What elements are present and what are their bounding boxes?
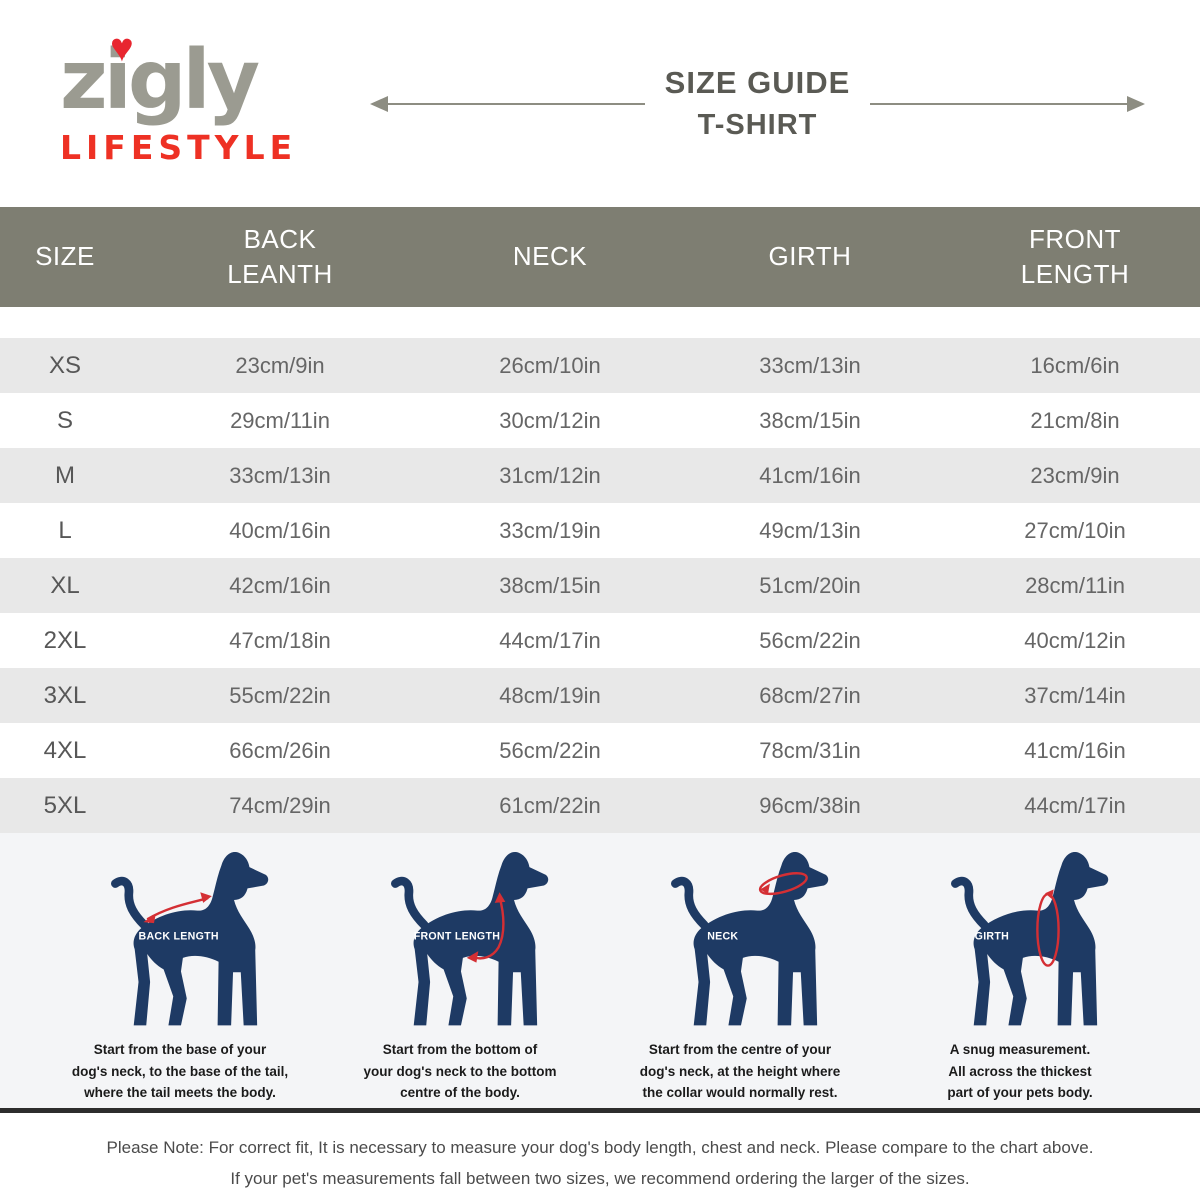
- neck-value: 44cm/17in: [499, 627, 601, 653]
- dog-silhouette-front-length: FRONT LENGTH: [391, 851, 549, 1026]
- guide-caption-back-length: Start from the base of your dog's neck, …: [71, 1042, 289, 1101]
- header: zigly ♥ LIFESTYLE SIZE GUIDE T-SHIRT: [0, 0, 1200, 207]
- size-label: 2XL: [43, 626, 87, 654]
- table-row-l: L 40cm/16in 33cm/19in 49cm/13in 27cm/10i…: [0, 503, 1200, 558]
- measurement-guides-section: BACK LENGTH Start from the base of your …: [0, 833, 1200, 1108]
- back-length-value: 23cm/9in: [235, 352, 325, 378]
- girth-value: 38cm/15in: [759, 407, 861, 433]
- dog-label-neck: NECK: [707, 931, 738, 943]
- table-row-3xl: 3XL 55cm/22in 48cm/19in 68cm/27in 37cm/1…: [0, 668, 1200, 723]
- dog-label-girth: GIRTH: [975, 931, 1009, 943]
- size-label: 5XL: [43, 791, 87, 819]
- brand-logo: zigly ♥ LIFESTYLE: [60, 28, 340, 167]
- front-length-value: 37cm/14in: [1024, 682, 1126, 708]
- heart-icon: ♥: [110, 26, 134, 70]
- size-label: M: [55, 461, 75, 489]
- back-length-value: 55cm/22in: [229, 682, 331, 708]
- front-length-value: 21cm/8in: [1030, 407, 1120, 433]
- dog-silhouette-neck: NECK: [671, 851, 829, 1026]
- column-header-girth: GIRTH: [768, 241, 852, 272]
- neck-value: 61cm/22in: [499, 792, 601, 818]
- girth-value: 68cm/27in: [759, 682, 861, 708]
- title-zone: SIZE GUIDE T-SHIRT: [370, 65, 1146, 142]
- guide-caption-neck: Start from the centre of your dog's neck…: [639, 1042, 841, 1101]
- girth-value: 49cm/13in: [759, 517, 861, 543]
- dog-silhouette-girth: GIRTH: [951, 851, 1109, 1026]
- table-row-5xl: 5XL 74cm/29in 61cm/22in 96cm/38in 44cm/1…: [0, 778, 1200, 833]
- back-length-value: 74cm/29in: [229, 792, 331, 818]
- dog-label-front-length: FRONT LENGTH: [414, 931, 500, 943]
- table-row-m: M 33cm/13in 31cm/12in 41cm/16in 23cm/9in: [0, 448, 1200, 503]
- back-length-value: 66cm/26in: [229, 737, 331, 763]
- size-label: 3XL: [43, 681, 87, 709]
- footer-note: Please Note: For correct fit, It is nece…: [0, 1113, 1200, 1200]
- girth-value: 51cm/20in: [759, 572, 861, 598]
- front-length-value: 28cm/11in: [1025, 572, 1125, 598]
- guide-neck: NECK Start from the centre of your dog's…: [605, 845, 875, 1108]
- footer-note-line1: Please Note: For correct fit, It is nece…: [106, 1138, 1094, 1157]
- neck-value: 33cm/19in: [499, 517, 601, 543]
- column-header-size: SIZE: [35, 241, 95, 272]
- guide-front-length: FRONT LENGTH Start from the bottom of yo…: [325, 845, 595, 1108]
- size-label: 4XL: [43, 736, 87, 764]
- brand-logo-subtext: LIFESTYLE: [60, 128, 298, 167]
- dog-label-back-length: BACK LENGTH: [139, 931, 219, 943]
- guide-back-length: BACK LENGTH Start from the base of your …: [45, 845, 315, 1108]
- size-label: L: [58, 516, 72, 544]
- table-header-gap: [0, 307, 1200, 338]
- size-label: XL: [50, 571, 80, 599]
- front-length-value: 23cm/9in: [1030, 462, 1120, 488]
- back-length-value: 47cm/18in: [229, 627, 331, 653]
- page-title-line2: T-SHIRT: [697, 109, 818, 141]
- neck-value: 31cm/12in: [499, 462, 601, 488]
- front-length-value: 41cm/16in: [1024, 737, 1126, 763]
- neck-value: 38cm/15in: [499, 572, 601, 598]
- footer-separator: [0, 1108, 1200, 1113]
- table-row-xl: XL 42cm/16in 38cm/15in 51cm/20in 28cm/11…: [0, 558, 1200, 613]
- girth-value: 33cm/13in: [759, 352, 861, 378]
- page-title-line1: SIZE GUIDE: [664, 65, 851, 100]
- front-length-value: 16cm/6in: [1030, 352, 1120, 378]
- front-length-measure-arrow: [471, 896, 505, 960]
- size-label: XS: [48, 351, 81, 379]
- neck-value: 56cm/22in: [499, 737, 601, 763]
- girth-value: 41cm/16in: [759, 462, 861, 488]
- column-header-neck: NECK: [512, 241, 588, 272]
- arrow-line-right: [870, 102, 1128, 105]
- front-length-value: 44cm/17in: [1024, 792, 1126, 818]
- back-length-value: 29cm/11in: [230, 407, 330, 433]
- neck-value: 48cm/19in: [499, 682, 601, 708]
- arrow-left-icon: [370, 95, 388, 112]
- front-length-value: 27cm/10in: [1024, 517, 1126, 543]
- guide-girth: GIRTH A snug measurement. All across the…: [885, 845, 1155, 1108]
- dog-silhouette-back-length: BACK LENGTH: [111, 851, 269, 1026]
- brand-logo-text: zigly: [60, 33, 260, 128]
- neck-value: 30cm/12in: [499, 407, 601, 433]
- guide-caption-girth: A snug measurement. All across the thick…: [947, 1042, 1093, 1101]
- table-row-2xl: 2XL 47cm/18in 44cm/17in 56cm/22in 40cm/1…: [0, 613, 1200, 668]
- column-header-front-length: FRONT LENGTH: [1020, 223, 1130, 289]
- neck-value: 26cm/10in: [499, 352, 601, 378]
- back-length-value: 42cm/16in: [229, 572, 331, 598]
- size-label: S: [56, 406, 73, 434]
- table-row-s: S 29cm/11in 30cm/12in 38cm/15in 21cm/8in: [0, 393, 1200, 448]
- girth-value: 96cm/38in: [759, 792, 861, 818]
- table-header-row: SIZE BACK LEANTH NECK GIRTH FRONT LENGTH: [0, 207, 1200, 307]
- arrow-right-icon: [1127, 95, 1146, 112]
- table-row-4xl: 4XL 66cm/26in 56cm/22in 78cm/31in 41cm/1…: [0, 723, 1200, 778]
- girth-value: 56cm/22in: [759, 627, 861, 653]
- footer-note-line2: If your pet's measurements fall between …: [230, 1169, 970, 1189]
- back-length-value: 33cm/13in: [229, 462, 331, 488]
- column-header-back-length: BACK LEANTH: [227, 223, 333, 289]
- front-length-value: 40cm/12in: [1024, 627, 1126, 653]
- back-length-value: 40cm/16in: [229, 517, 331, 543]
- table-row-xs: XS 23cm/9in 26cm/10in 33cm/13in 16cm/6in: [0, 338, 1200, 393]
- guide-caption-front-length: Start from the bottom of your dog's neck…: [363, 1042, 557, 1101]
- girth-value: 78cm/31in: [759, 737, 861, 763]
- arrow-line-left: [388, 102, 645, 105]
- neck-measure-loop: [758, 872, 808, 896]
- page-title: SIZE GUIDE T-SHIRT: [665, 65, 851, 142]
